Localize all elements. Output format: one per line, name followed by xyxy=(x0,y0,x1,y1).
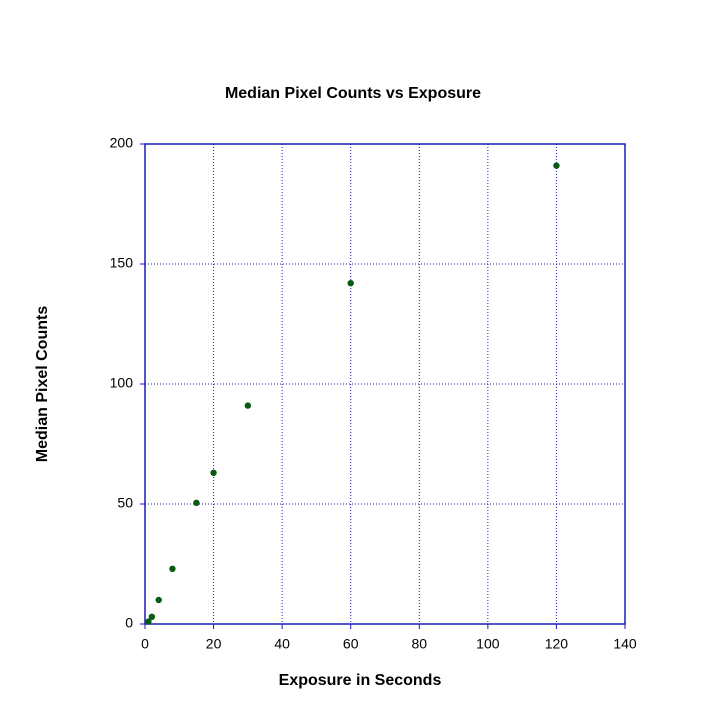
x-tick-label: 140 xyxy=(613,636,637,652)
point xyxy=(210,469,217,476)
x-tick-label: 120 xyxy=(545,636,569,652)
y-tick-label: 0 xyxy=(125,615,133,631)
x-tick-label: 40 xyxy=(274,636,290,652)
plot-frame xyxy=(144,143,626,625)
x-tick-label: 80 xyxy=(411,636,427,652)
point xyxy=(553,162,560,169)
y-tick-label: 100 xyxy=(110,375,134,391)
point xyxy=(193,499,200,506)
point xyxy=(148,613,156,620)
point xyxy=(244,402,252,409)
point xyxy=(155,596,162,604)
x-axis-label: Exposure in Seconds xyxy=(279,672,442,689)
y-tick-label: 200 xyxy=(110,135,134,151)
x-tick-label: 100 xyxy=(476,636,500,652)
chart-title: Median Pixel Counts vs Exposure xyxy=(225,85,481,102)
y-tick-label: 50 xyxy=(117,495,133,511)
point xyxy=(347,280,354,287)
x-tick-label: 0 xyxy=(141,636,149,652)
y-axis-label: Median Pixel Counts xyxy=(34,306,51,463)
point xyxy=(169,565,176,572)
x-tick-label: 20 xyxy=(206,636,222,652)
y-tick-label: 150 xyxy=(110,255,134,271)
x-tick-label: 60 xyxy=(343,636,359,652)
point xyxy=(145,618,152,625)
